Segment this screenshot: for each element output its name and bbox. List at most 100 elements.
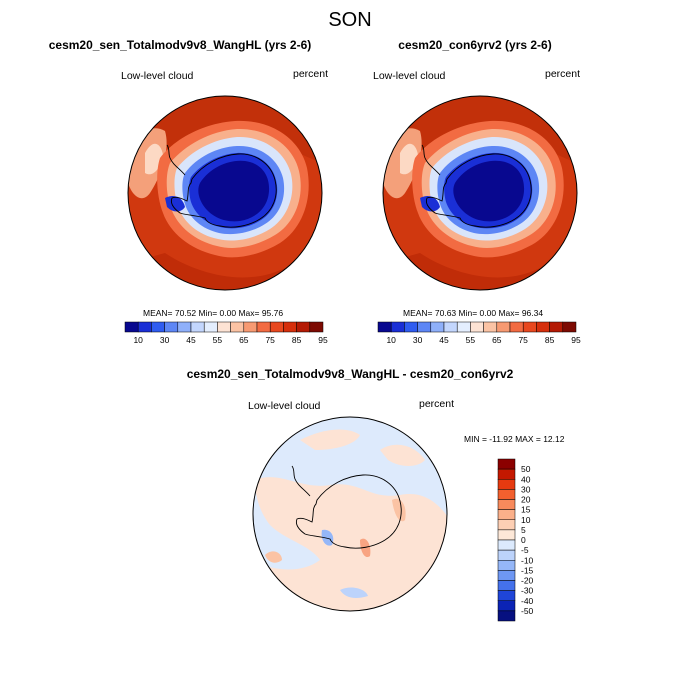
panel-3-units-label: percent (419, 398, 455, 410)
panel-3-colorbar-swatch (497, 479, 516, 490)
panel-1-colorbar-tick-label: 65 (239, 335, 249, 345)
panel-3-colorbar-swatch (497, 489, 516, 500)
panel-1-units-label: percent (293, 68, 329, 80)
panel-3-colorbar-swatch (497, 560, 516, 571)
panel-1-colorbar-swatch (203, 321, 218, 333)
panel-2-variable-label: Low-level cloud (373, 70, 446, 82)
panel-2-colorbar-tick-label: 45 (439, 335, 449, 345)
panel-3-colorbar-swatch (497, 590, 516, 601)
panel-3-colorbar-tick-label: -40 (521, 596, 534, 606)
panel-2-map-border (382, 95, 578, 291)
panel-1-colorbar-tick-label: 45 (186, 335, 196, 345)
panel-2-colorbar-swatch (549, 321, 564, 333)
panel-1-colorbar-tick-label: 75 (265, 335, 275, 345)
panel-1-colorbar-swatch (217, 321, 231, 333)
panel-1-colorbar-swatch (243, 321, 258, 333)
panel-2-colorbar-tick-label: 85 (545, 335, 555, 345)
panel-1-colorbar-swatch (164, 321, 179, 333)
panel-3-colorbar-tick-label: 50 (521, 464, 531, 474)
panel-1-colorbar-tick-label: 95 (318, 335, 328, 345)
panel-1-colorbar-swatch (256, 321, 271, 333)
panel-3-variable-label: Low-level cloud (248, 400, 321, 412)
panel-1-map-border (127, 95, 323, 291)
panel-3-colorbar-swatch (497, 610, 516, 622)
panel-2-colorbar-swatch (456, 321, 471, 333)
panel-2-units-label: percent (545, 68, 581, 80)
panel-2-colorbar-tick-label: 10 (386, 335, 396, 345)
panel-3-title: cesm20_sen_Totalmodv9v8_WangHL - cesm20_… (186, 367, 514, 381)
panel-3-colorbar-swatch (497, 509, 516, 520)
panel-3-colorbar-swatch (497, 539, 516, 551)
panel-3-colorbar-tick-label: 40 (521, 474, 531, 484)
panel-3-colorbar-swatch (497, 468, 516, 480)
panel-2-title: cesm20_con6yrv2 (yrs 2-6) (398, 38, 552, 52)
panel-3-colorbar-swatch (497, 458, 516, 470)
panel-1-stats: MEAN= 70.52 Min= 0.00 Max= 95.76 (143, 308, 284, 318)
panel-3-colorbar-swatch (497, 600, 516, 612)
panel-3-colorbar-swatch (497, 580, 516, 591)
panel-2-colorbar-swatch (562, 321, 577, 333)
panel-2-colorbar: 10 30 45 55 65 75 85 95 (377, 321, 581, 345)
panel-1-colorbar: 10 30 45 55 65 75 85 95 (124, 321, 328, 345)
main-title: SON (328, 9, 372, 31)
panel-3-colorbar-tick-label: -30 (521, 586, 534, 596)
panel-2-colorbar-tick-label: 55 (466, 335, 476, 345)
panel-2-colorbar-tick-label: 30 (413, 335, 423, 345)
panel-3-colorbar-swatch (497, 529, 516, 541)
panel-2-colorbar-swatch (496, 321, 511, 333)
panel-3-colorbar-tick-label: 15 (521, 505, 531, 515)
panel-1-map (128, 96, 322, 290)
panel-1-colorbar-tick-label: 55 (213, 335, 223, 345)
panel-3-colorbar-tick-label: -50 (521, 606, 534, 616)
panel-2-colorbar-swatch (509, 321, 524, 333)
panel-3-colorbar-tick-label: 0 (521, 535, 526, 545)
panel-2-colorbar-swatch (404, 321, 418, 333)
panel-2-colorbar-swatch (470, 321, 484, 333)
panel-3-colorbar-tick-label: -20 (521, 576, 534, 586)
panel-3-colorbar-tick-label: 20 (521, 495, 531, 505)
panel-3-map-border (252, 416, 448, 612)
panel-3-map (253, 417, 447, 611)
panel-1-title: cesm20_sen_Totalmodv9v8_WangHL (yrs 2-6) (48, 38, 312, 52)
panel-3-colorbar-swatch (497, 549, 516, 561)
panel-2-stats: MEAN= 70.63 Min= 0.00 Max= 96.34 (403, 308, 544, 318)
panel-1-colorbar-swatch (269, 321, 284, 333)
panel-1-colorbar-swatch (137, 321, 152, 333)
panel-2-colorbar-swatch (522, 321, 537, 333)
panel-2-map (383, 96, 577, 290)
panel-2-colorbar-swatch (430, 321, 445, 333)
panel-2-colorbar-swatch (417, 321, 432, 333)
panel-1-colorbar-swatch (151, 321, 165, 333)
panel-3-colorbar-tick-label: -10 (521, 555, 534, 565)
panel-3-colorbar-swatch (497, 499, 516, 510)
panel-1-colorbar-swatch (283, 321, 297, 333)
panel-3-colorbar-swatch (497, 570, 516, 581)
panel-2-colorbar-swatch (536, 321, 550, 333)
panel-1-colorbar-swatch (309, 321, 324, 333)
panel-2-colorbar-swatch (483, 321, 498, 333)
panel-3-colorbar-tick-label: 10 (521, 515, 531, 525)
panel-1-colorbar-swatch (124, 321, 139, 333)
panel-3-stats: MIN = -11.92 MAX = 12.12 (464, 434, 565, 444)
panel-1-colorbar-swatch (177, 321, 192, 333)
panel-2-colorbar-tick-label: 75 (518, 335, 528, 345)
panel-2-colorbar-swatch (443, 321, 458, 333)
panel-3-colorbar-tick-label: 30 (521, 484, 531, 494)
panel-3-colorbar-swatch (497, 519, 516, 531)
panel-1-colorbar-swatch (230, 321, 245, 333)
panel-1-variable-label: Low-level cloud (121, 70, 194, 82)
panel-1-colorbar-tick-label: 85 (292, 335, 302, 345)
panel-1-colorbar-swatch (190, 321, 205, 333)
panel-2-colorbar-tick-label: 65 (492, 335, 502, 345)
panel-2-colorbar-tick-label: 95 (571, 335, 581, 345)
panel-1-colorbar-swatch (296, 321, 311, 333)
panel-1-colorbar-tick-label: 10 (133, 335, 143, 345)
panel-3-colorbar-tick-label: 5 (521, 525, 526, 535)
panel-1-colorbar-tick-label: 30 (160, 335, 170, 345)
panel-3-colorbar-tick-label: -15 (521, 565, 534, 575)
panel-2-colorbar-swatch (377, 321, 392, 333)
panel-3-colorbar-tick-label: -5 (521, 545, 529, 555)
panel-2-colorbar-swatch (390, 321, 405, 333)
